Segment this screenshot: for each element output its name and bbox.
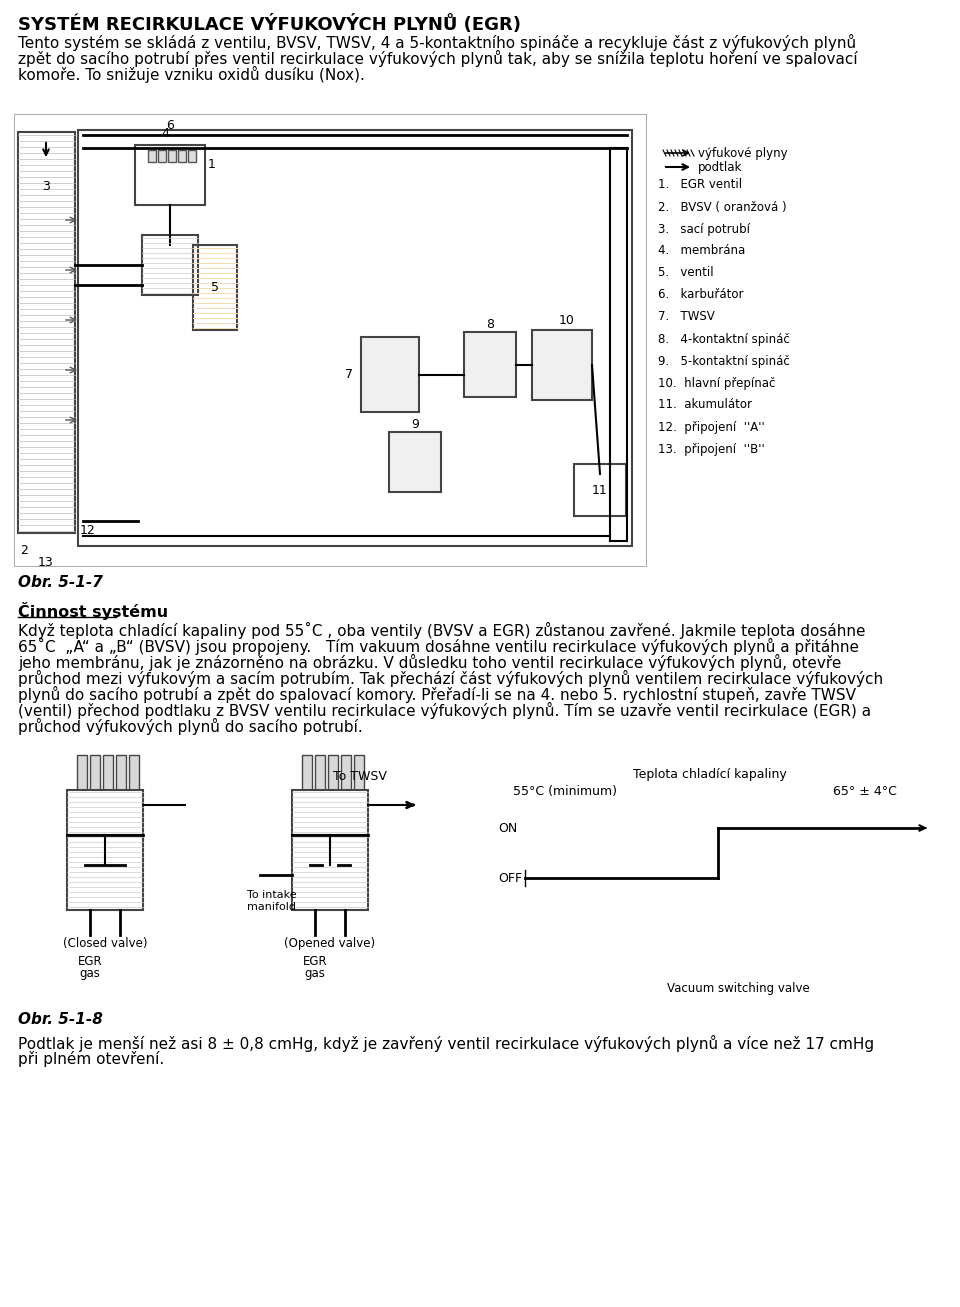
Text: 2.   BVSV ( oranžová ): 2. BVSV ( oranžová ) <box>658 200 786 213</box>
Bar <box>178 150 186 162</box>
Text: 4: 4 <box>161 127 169 140</box>
Bar <box>142 235 198 295</box>
Bar <box>532 329 592 400</box>
Text: Když teplota chladící kapaliny pod 55˚C , oba ventily (BVSV a EGR) zůstanou zavř: Když teplota chladící kapaliny pod 55˚C … <box>18 622 866 639</box>
Bar <box>315 755 325 789</box>
Text: 8: 8 <box>486 319 494 332</box>
Bar <box>18 132 75 533</box>
Text: 11: 11 <box>592 484 608 497</box>
Bar <box>389 433 441 491</box>
Text: 2: 2 <box>20 544 28 557</box>
Text: 3: 3 <box>42 180 50 193</box>
Text: 12: 12 <box>80 524 96 537</box>
Bar <box>188 150 196 162</box>
Text: 9.   5-kontaktní spináč: 9. 5-kontaktní spináč <box>658 354 790 367</box>
Text: (Opened valve): (Opened valve) <box>284 937 375 950</box>
Text: podtlak: podtlak <box>698 161 742 174</box>
Bar <box>574 464 626 516</box>
Text: při plném otevření.: při plném otevření. <box>18 1051 164 1067</box>
Text: 12.  připojení  ''A'': 12. připojení ''A'' <box>658 421 765 434</box>
Text: komoře. To snižuje vzniku oxidů dusíku (Nox).: komoře. To snižuje vzniku oxidů dusíku (… <box>18 65 365 84</box>
Text: OFF: OFF <box>498 872 522 885</box>
Text: 1: 1 <box>208 158 216 171</box>
Bar <box>90 755 100 789</box>
Bar <box>67 789 143 835</box>
Text: Tento systém se skládá z ventilu, BVSV, TWSV, 4 a 5-kontaktního spináče a recykl: Tento systém se skládá z ventilu, BVSV, … <box>18 34 856 51</box>
Text: 10.  hlavní přepínač: 10. hlavní přepínač <box>658 376 776 389</box>
Bar <box>116 755 126 789</box>
Text: 13.  připojení  ''B'': 13. připojení ''B'' <box>658 443 765 456</box>
Text: 4.   membrána: 4. membrána <box>658 244 745 257</box>
Text: Teplota chladící kapaliny: Teplota chladící kapaliny <box>634 769 787 782</box>
Bar <box>129 755 139 789</box>
Bar <box>193 244 237 329</box>
Text: To TWSV: To TWSV <box>333 770 387 783</box>
Text: To intake
manifold: To intake manifold <box>247 890 297 911</box>
Bar <box>354 755 364 789</box>
Text: výfukové plyny: výfukové plyny <box>698 146 787 159</box>
Bar <box>361 337 419 412</box>
Bar <box>78 129 632 546</box>
Text: gas: gas <box>80 967 101 980</box>
Bar <box>77 755 87 789</box>
Bar <box>292 835 368 910</box>
Bar <box>302 755 312 789</box>
Text: zpět do sacího potrubí přes ventil recirkulace výfukových plynů tak, aby se sníž: zpět do sacího potrubí přes ventil recir… <box>18 50 857 67</box>
Text: Obr. 5-1-7: Obr. 5-1-7 <box>18 575 103 589</box>
Text: Obr. 5-1-8: Obr. 5-1-8 <box>18 1012 103 1027</box>
Text: 9: 9 <box>411 417 419 430</box>
Text: 65° ± 4°C: 65° ± 4°C <box>833 786 897 799</box>
Text: EGR: EGR <box>78 955 103 968</box>
Text: (ventil) přechod podtlaku z BVSV ventilu recirkulace výfukových plynů. Tím se uz: (ventil) přechod podtlaku z BVSV ventilu… <box>18 702 871 719</box>
Bar <box>12 758 928 1005</box>
Bar <box>135 145 205 205</box>
Bar <box>103 755 113 789</box>
Bar <box>464 332 516 397</box>
Bar <box>328 755 338 789</box>
Text: ON: ON <box>498 822 517 834</box>
Text: Podtlak je menší než asi 8 ± 0,8 cmHg, když je zavřený ventil recirkulace výfuko: Podtlak je menší než asi 8 ± 0,8 cmHg, k… <box>18 1035 875 1052</box>
Text: (Closed valve): (Closed valve) <box>62 937 147 950</box>
Text: EGR: EGR <box>302 955 327 968</box>
Text: Činnost systému: Činnost systému <box>18 603 168 620</box>
Text: 8.   4-kontaktní spináč: 8. 4-kontaktní spináč <box>658 332 790 345</box>
Bar <box>341 755 351 789</box>
Text: jeho membránu, jak je znázorněno na obrázku. V důsledku toho ventil recirkulace : jeho membránu, jak je znázorněno na obrá… <box>18 654 841 670</box>
Bar <box>158 150 166 162</box>
Text: 65˚C  „A“ a „B“ (BVSV) jsou propojeny.   Tím vakuum dosáhne ventilu recirkulace : 65˚C „A“ a „B“ (BVSV) jsou propojeny. Tí… <box>18 638 859 655</box>
Text: 5.   ventil: 5. ventil <box>658 267 713 280</box>
Bar <box>292 789 368 835</box>
Text: plynů do sacího potrubí a zpět do spalovací komory. Přeřadí-li se na 4. nebo 5. : plynů do sacího potrubí a zpět do spalov… <box>18 686 856 703</box>
Text: gas: gas <box>304 967 325 980</box>
Bar <box>148 150 156 162</box>
Text: 6: 6 <box>166 119 174 132</box>
Bar <box>67 835 143 910</box>
Bar <box>168 150 176 162</box>
Text: průchod mezi výfukovým a sacím potrubím. Tak přechází část výfukových plynů vent: průchod mezi výfukovým a sacím potrubím.… <box>18 670 883 687</box>
Bar <box>12 112 648 569</box>
Text: 6.   karbuřátor: 6. karbuřátor <box>658 289 743 302</box>
Text: 11.  akumulátor: 11. akumulátor <box>658 399 752 412</box>
Text: průchod výfukových plynů do sacího potrubí.: průchod výfukových plynů do sacího potru… <box>18 718 363 735</box>
Text: 10: 10 <box>559 314 575 327</box>
Bar <box>14 114 646 566</box>
Text: 7.   TWSV: 7. TWSV <box>658 311 715 324</box>
Text: 55°C (minimum): 55°C (minimum) <box>513 786 617 799</box>
Text: 7: 7 <box>345 369 353 382</box>
Text: Vacuum switching valve: Vacuum switching valve <box>666 982 809 995</box>
Text: 3.   sací potrubí: 3. sací potrubí <box>658 222 750 235</box>
Text: 13: 13 <box>38 557 54 570</box>
Text: 1.   EGR ventil: 1. EGR ventil <box>658 179 742 192</box>
Text: SYSTÉM RECIRKULACE VÝFUKOVÝCH PLYNŮ (EGR): SYSTÉM RECIRKULACE VÝFUKOVÝCH PLYNŮ (EGR… <box>18 14 521 34</box>
Text: 5: 5 <box>211 281 219 294</box>
